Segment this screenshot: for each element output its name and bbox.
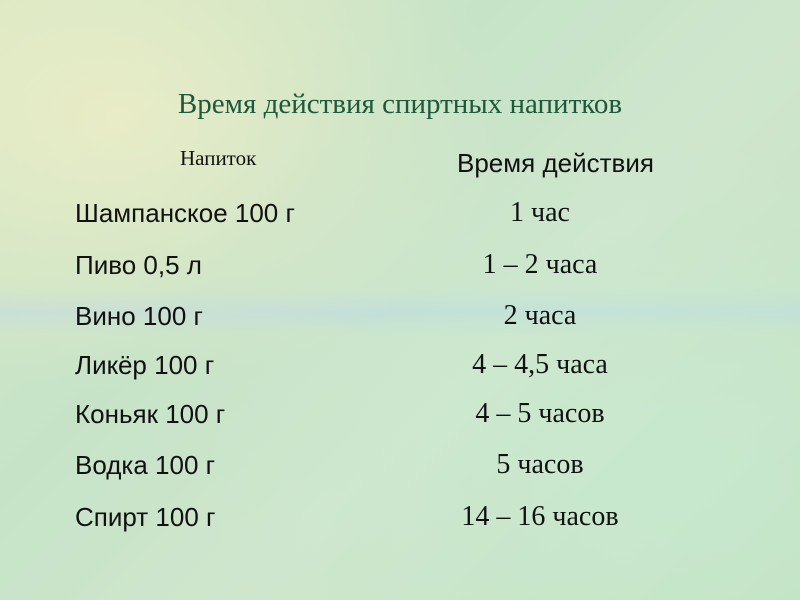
duration-cell: 4 – 5 часов [475,398,605,429]
drink-cell: Коньяк 100 г [75,399,226,429]
drink-cell: Спирт 100 г [75,502,216,532]
drink-cell: Ликёр 100 г [75,350,215,380]
duration-cell: 4 – 4,5 часа [472,349,608,380]
drink-cell: Пиво 0,5 л [75,250,202,280]
header-drink: Напиток [180,146,257,170]
duration-cell: 2 часа [503,300,577,331]
duration-cell: 5 часов [496,449,584,480]
duration-cell: 14 – 16 часов [461,501,619,532]
drink-cell: Водка 100 г [75,450,216,480]
duration-cell: 1 – 2 часа [482,249,598,280]
slide-title: Время действия спиртных напитков [177,88,623,120]
drink-cell: Шампанское 100 г [75,198,295,228]
header-duration: Время действия [457,148,654,178]
duration-cell: 1 час [510,197,570,228]
drink-cell: Вино 100 г [75,301,203,331]
